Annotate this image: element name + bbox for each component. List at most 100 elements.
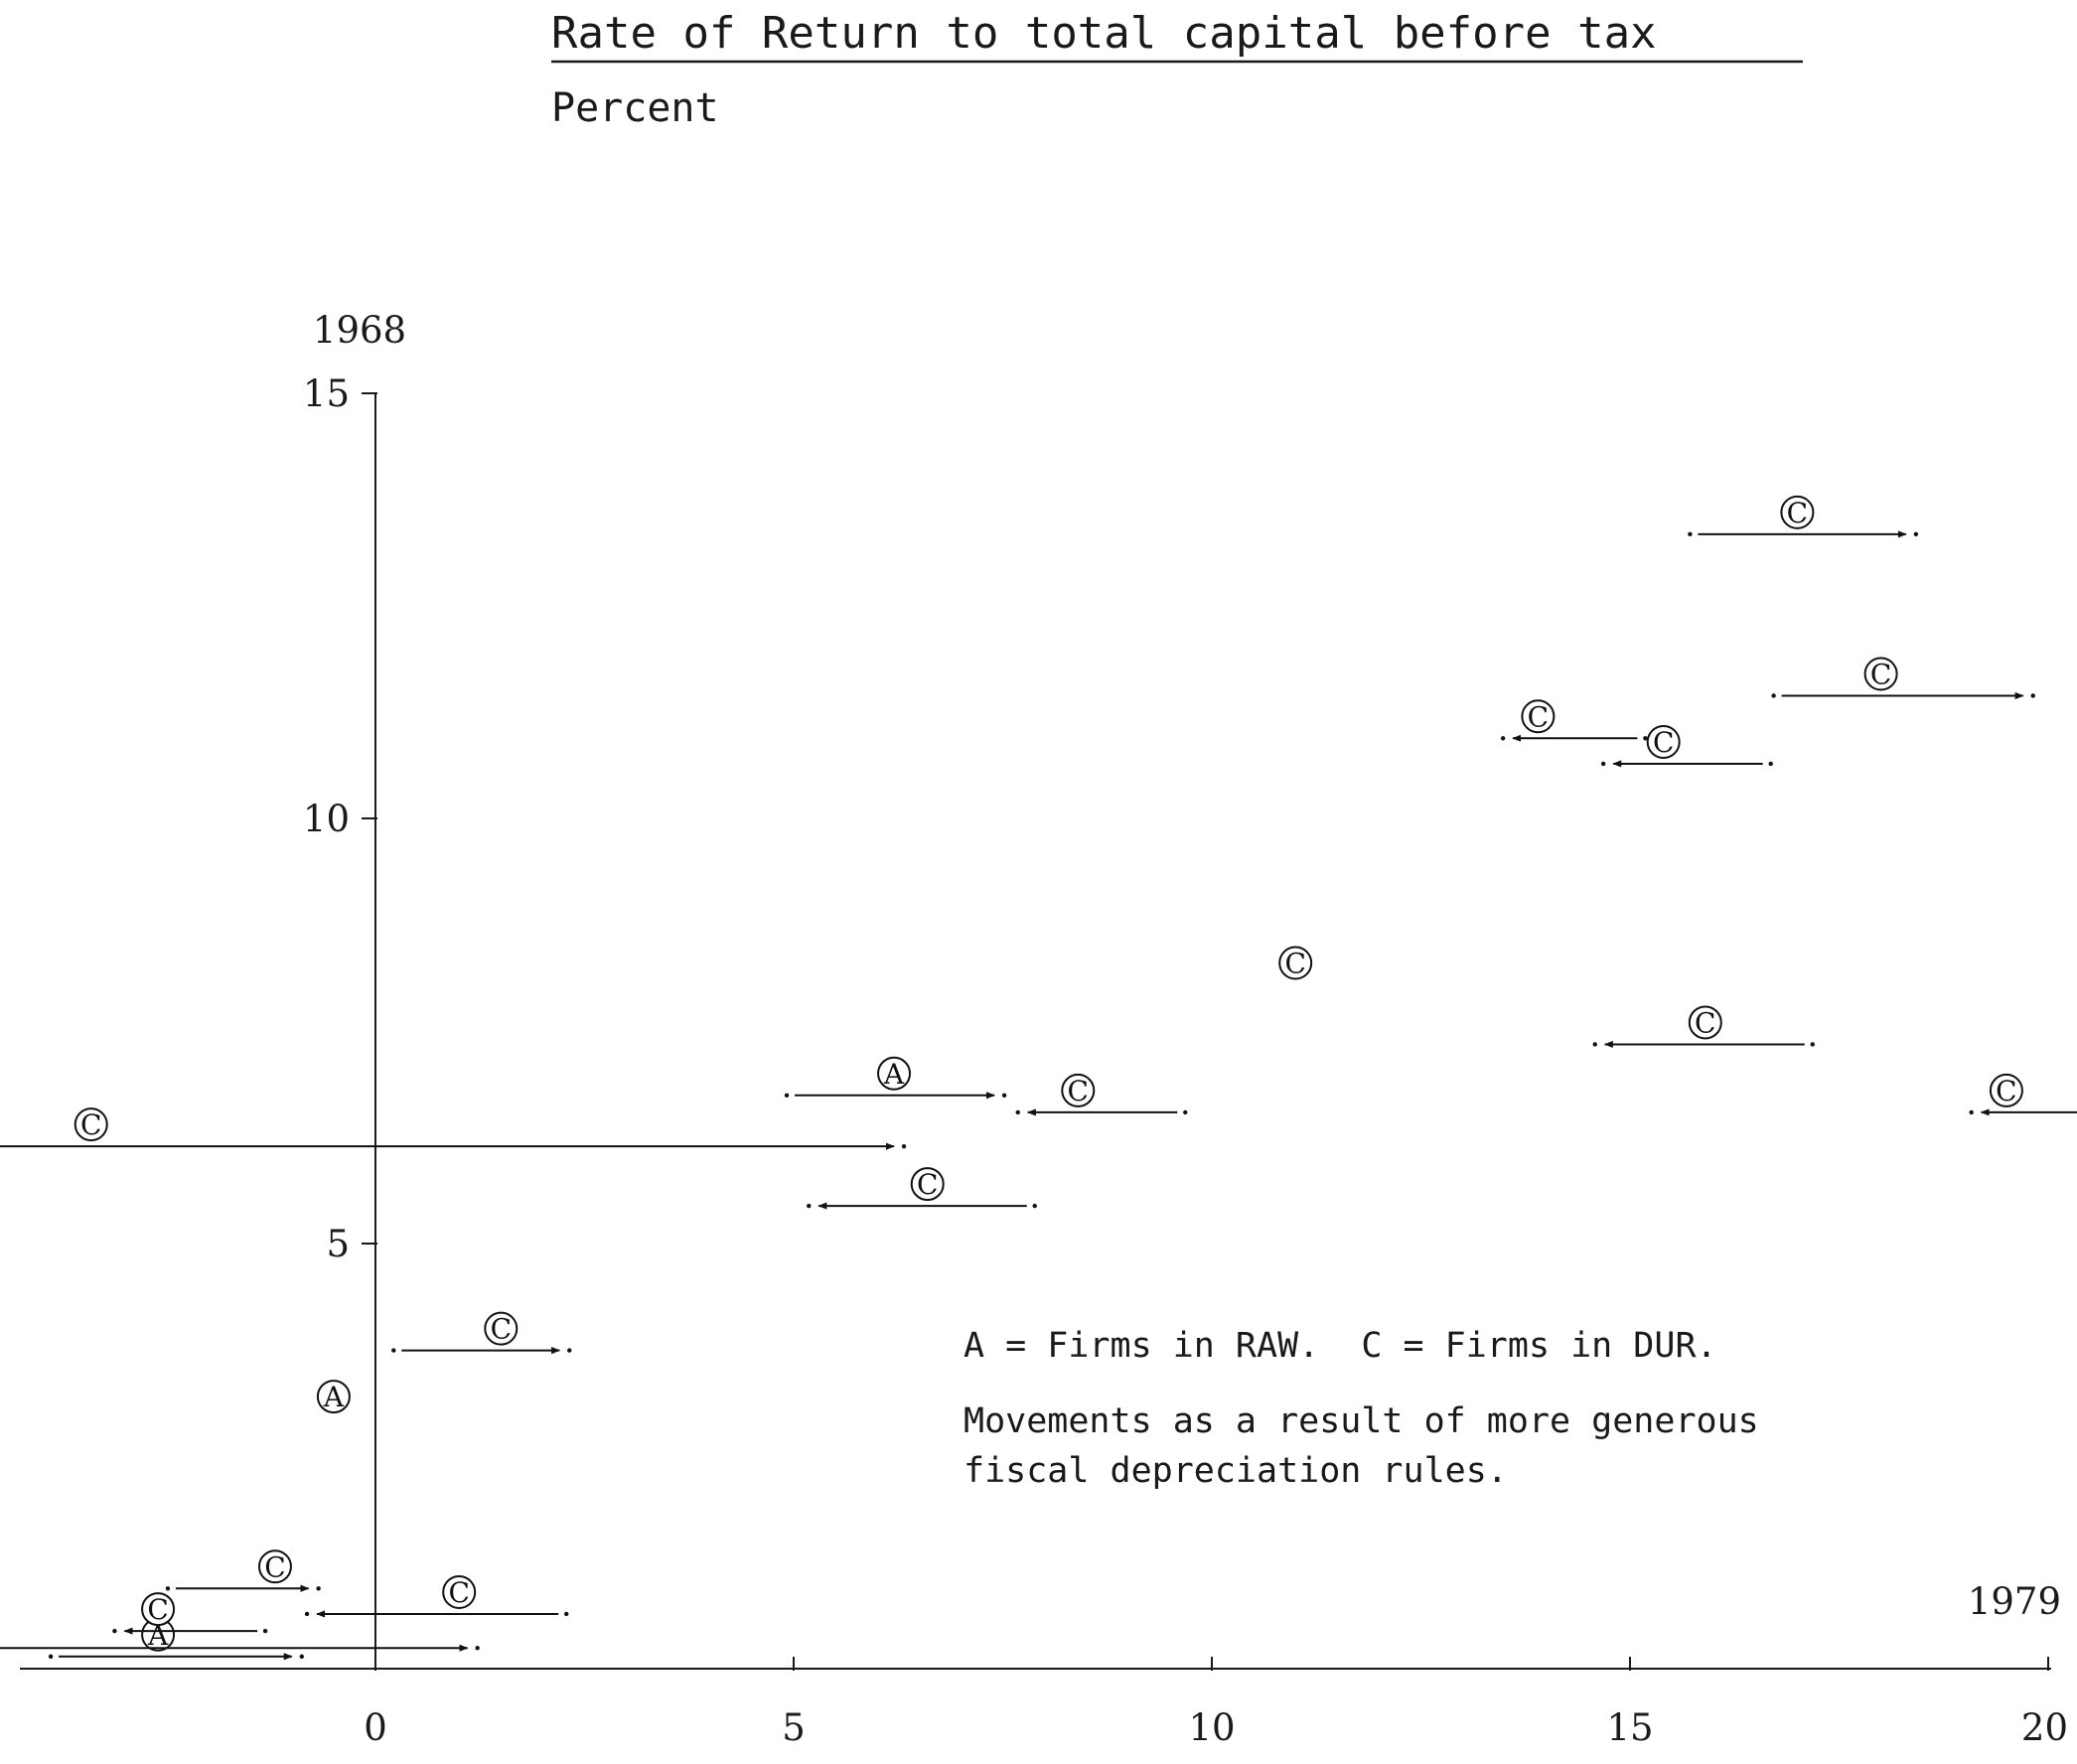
- data-point-c: C: [1278, 946, 1313, 980]
- marker-circle: [316, 1380, 351, 1414]
- y-tick-label: 5: [326, 1223, 350, 1265]
- marker-letter: A: [323, 1381, 345, 1413]
- marker-letter: C: [491, 1313, 512, 1346]
- data-marks: AAAACCCCCCCCCCCCCC: [0, 495, 2077, 1661]
- arrow-end-dot: [165, 1586, 171, 1591]
- y-axis-label: 1968: [313, 309, 406, 352]
- marker-circle: [910, 1167, 945, 1202]
- data-point-c: C: [304, 1574, 569, 1618]
- data-point-c: C: [1969, 1073, 2077, 1116]
- legend: A = Firms in RAW. C = Firms in DUR. Move…: [964, 1326, 1759, 1491]
- arrow-end-dot: [1810, 1042, 1815, 1047]
- arrow-end-dot: [564, 1611, 569, 1617]
- marker-circle: [1863, 657, 1898, 691]
- arrow-end-dot: [567, 1348, 572, 1353]
- x-ticks: 0 5 10 15 20: [364, 1657, 2068, 1749]
- arrow-end-dot: [304, 1611, 310, 1617]
- marker-letter: C: [1284, 948, 1305, 980]
- arrow-end-dot: [2030, 693, 2035, 698]
- marker-circle: [141, 1592, 176, 1627]
- marker-circle: [1646, 724, 1681, 759]
- marker-circle: [257, 1549, 292, 1584]
- marker-circle: [1521, 699, 1556, 734]
- data-point-c: C: [1015, 1073, 1188, 1116]
- y-tick-label: 15: [303, 372, 350, 415]
- arrow-end-dot: [475, 1646, 480, 1651]
- data-point-c: C: [1771, 657, 2035, 700]
- marker-circle: [1061, 1073, 1096, 1107]
- marker-letter: C: [917, 1168, 938, 1201]
- marker-circle: [1278, 946, 1313, 980]
- arrow-end-dot: [316, 1586, 321, 1591]
- arrow-end-dot: [1771, 693, 1776, 698]
- marker-circle: [1688, 1005, 1722, 1040]
- arrow-end-dot: [1969, 1109, 1974, 1115]
- legend-note-line: Movements as a result of more generous: [964, 1401, 1759, 1441]
- marker-letter: C: [1996, 1075, 2016, 1107]
- data-point-c: C: [1592, 1005, 1815, 1049]
- marker-letter: C: [1695, 1006, 1715, 1039]
- arrow-end-dot: [112, 1628, 117, 1634]
- arrow-end-dot: [48, 1654, 54, 1659]
- arrow-end-dot: [1592, 1042, 1597, 1047]
- data-point-a: A: [48, 1617, 304, 1661]
- marker-letter: C: [1870, 658, 1891, 690]
- arrow-end-dot: [262, 1628, 268, 1634]
- arrow-end-dot: [299, 1654, 304, 1659]
- arrow-end-dot: [1688, 531, 1693, 537]
- data-point-a: A: [0, 1644, 480, 1652]
- marker-letter: C: [1068, 1075, 1089, 1107]
- arrow-end-dot: [1001, 1093, 1007, 1099]
- marker-circle: [484, 1311, 519, 1346]
- data-point-c: C: [1600, 724, 1773, 768]
- marker-circle: [1780, 495, 1815, 529]
- data-point-c: C: [1500, 699, 1648, 742]
- data-point-c: C: [807, 1167, 1037, 1210]
- arrow-end-dot: [784, 1093, 790, 1099]
- arrow-end-dot: [1500, 736, 1506, 741]
- data-point-c: C: [391, 1311, 572, 1355]
- y-tick-label: 10: [303, 798, 350, 840]
- x-tick-label: 5: [782, 1706, 806, 1749]
- marker-letter: A: [883, 1058, 905, 1091]
- arrow-end-dot: [1015, 1109, 1020, 1115]
- marker-letter: A: [147, 1619, 169, 1652]
- arrow-end-dot: [1913, 531, 1919, 537]
- chart-subtitle: Percent: [551, 85, 719, 131]
- marker-letter: C: [147, 1593, 168, 1626]
- legend-key: A = Firms in RAW. C = Firms in DUR.: [964, 1326, 1717, 1366]
- data-point-c: C: [165, 1549, 321, 1592]
- marker-letter: C: [1787, 497, 1808, 529]
- data-point-c: C: [1688, 495, 1919, 538]
- arrow-end-dot: [1032, 1203, 1037, 1209]
- marker-letter: C: [1653, 726, 1674, 759]
- x-tick-label: 10: [1188, 1706, 1235, 1749]
- data-point-c: C: [0, 1107, 907, 1150]
- marker-circle: [1989, 1073, 2023, 1107]
- arrow-end-dot: [901, 1143, 907, 1149]
- marker-letter: C: [80, 1108, 101, 1141]
- arrow-end-dot: [1600, 761, 1606, 767]
- marker-circle: [877, 1056, 912, 1091]
- legend-note-line: fiscal depreciation rules.: [964, 1451, 1508, 1491]
- x-tick-label: 0: [364, 1706, 387, 1749]
- arrow-end-dot: [1643, 736, 1648, 741]
- arrow-end-dot: [1183, 1109, 1188, 1115]
- marker-letter: C: [1528, 700, 1549, 733]
- chart-title: Rate of Return to total capital before t…: [551, 8, 1657, 59]
- arrow-end-dot: [807, 1203, 812, 1209]
- marker-letter: C: [448, 1576, 469, 1609]
- data-point-a: A: [316, 1380, 351, 1414]
- arrow-end-dot: [1768, 761, 1773, 767]
- marker-circle: [74, 1107, 108, 1142]
- marker-letter: C: [264, 1550, 285, 1583]
- y-ticks: 5 10 15: [303, 372, 377, 1265]
- x-axis-label: 1979: [1968, 1580, 2061, 1623]
- marker-circle: [442, 1574, 477, 1609]
- data-point-c: C: [112, 1592, 268, 1635]
- data-point-a: A: [784, 1056, 1007, 1100]
- x-tick-label: 15: [1606, 1706, 1653, 1749]
- x-tick-label: 20: [2021, 1706, 2068, 1749]
- arrow-end-dot: [391, 1348, 396, 1353]
